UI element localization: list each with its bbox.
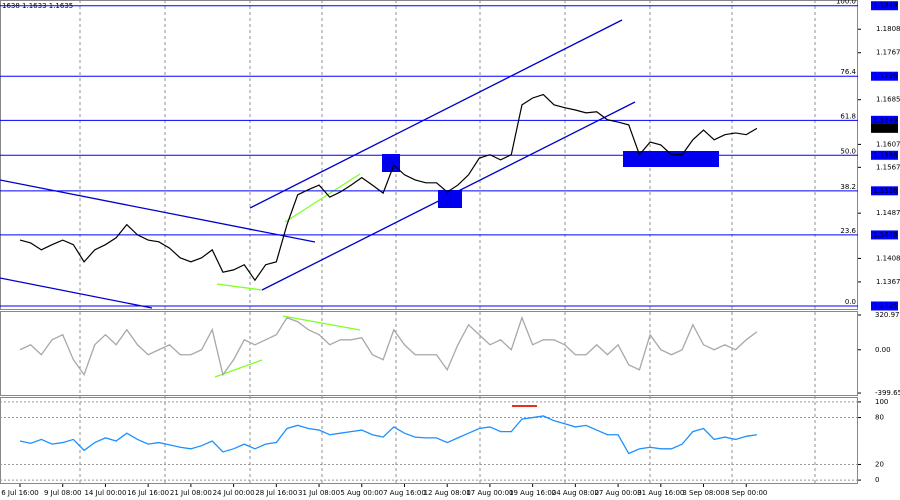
x-tick-label: 31 Aug 16:00 bbox=[637, 489, 684, 497]
y-tick-label: 20 bbox=[875, 460, 884, 468]
x-tick-label: 24 Aug 08:00 bbox=[552, 489, 599, 497]
series-line bbox=[19, 315, 758, 377]
fib-price-label: 1.1649 bbox=[873, 116, 898, 124]
panel-frames bbox=[0, 0, 858, 484]
y-tick-label: 1.1767 bbox=[876, 49, 900, 57]
fib-ratio: 38.2 bbox=[840, 183, 856, 191]
x-tick-label: 24 Jul 00:00 bbox=[213, 489, 255, 497]
series-line bbox=[19, 93, 758, 282]
vertical-grid bbox=[79, 0, 816, 484]
x-tick-label: 14 Jul 00:00 bbox=[84, 489, 126, 497]
fib-ratio: 61.8 bbox=[840, 112, 856, 120]
fib-ratio: 100.0 bbox=[836, 0, 856, 6]
fib-price-label: 1.1449 bbox=[873, 231, 898, 239]
fib-ratio: 76.4 bbox=[840, 68, 856, 76]
fib-price-box bbox=[871, 150, 898, 160]
y-tick-label: 100 bbox=[875, 398, 888, 406]
y-tick-label: 1.1808 bbox=[876, 25, 900, 33]
x-tick-label: 27 Aug 00:00 bbox=[594, 489, 641, 497]
x-tick-label: 6 Jul 16:00 bbox=[1, 489, 39, 497]
last-price-box bbox=[871, 123, 898, 133]
y-tick-label: 0 bbox=[875, 476, 879, 484]
y-tick-label: 80 bbox=[875, 414, 884, 422]
y-tick-label: 1.1685 bbox=[876, 96, 900, 104]
x-tick-label: 9 Jul 08:00 bbox=[44, 489, 82, 497]
x-tick-label: 17 Aug 00:00 bbox=[466, 489, 513, 497]
x-tick-label: 19 Aug 16:00 bbox=[509, 489, 556, 497]
x-tick-label: 21 Jul 08:00 bbox=[170, 489, 212, 497]
x-tick-label: 5 Aug 00:00 bbox=[340, 489, 383, 497]
y-tick-label: 1.1567 bbox=[876, 163, 900, 171]
x-tick-label: 7 Aug 16:00 bbox=[383, 489, 426, 497]
x-tick-label: 31 Jul 08:00 bbox=[298, 489, 340, 497]
last-price-label: 1.1635 bbox=[873, 124, 898, 132]
y-tick-label: -399.652 bbox=[875, 389, 900, 397]
x-tick-label: 28 Jul 16:00 bbox=[255, 489, 297, 497]
fib-price-label: 1.1526 bbox=[873, 187, 898, 195]
y-tick-label: 1.1487 bbox=[876, 209, 900, 217]
x-tick-label: 12 Aug 08:00 bbox=[424, 489, 471, 497]
series-line bbox=[19, 415, 758, 455]
drawings bbox=[0, 19, 719, 407]
fib-price-box bbox=[871, 301, 898, 311]
x-tick-label: 8 Sep 00:00 bbox=[725, 489, 767, 497]
fib-price-label: 1.1325 bbox=[873, 302, 898, 310]
fib-price-label: 1.1726 bbox=[873, 72, 898, 80]
fib-ratio: 23.6 bbox=[840, 227, 856, 235]
fib-price-box bbox=[871, 230, 898, 240]
fib-ratio: 0.0 bbox=[845, 298, 856, 306]
x-tick-label: 3 Sep 08:00 bbox=[682, 489, 724, 497]
fib-price-label: 1.1588 bbox=[873, 151, 898, 159]
y-tick-label: 1.1367 bbox=[876, 278, 900, 286]
y-tick-label: 1.1408 bbox=[876, 254, 900, 262]
fib-ratio: 50.0 bbox=[840, 147, 856, 155]
y-tick-label: 1.1607 bbox=[876, 140, 900, 148]
fib-price-box bbox=[871, 71, 898, 81]
fib-price-label: 1.1849 bbox=[873, 2, 898, 10]
y-tick-label: 320.9724 bbox=[875, 311, 900, 319]
fib-price-box bbox=[871, 115, 898, 125]
fib-price-box bbox=[871, 186, 898, 196]
fib-price-box bbox=[871, 1, 898, 11]
y-tick-label: 0.00 bbox=[875, 346, 891, 354]
x-tick-label: 16 Jul 16:00 bbox=[127, 489, 169, 497]
